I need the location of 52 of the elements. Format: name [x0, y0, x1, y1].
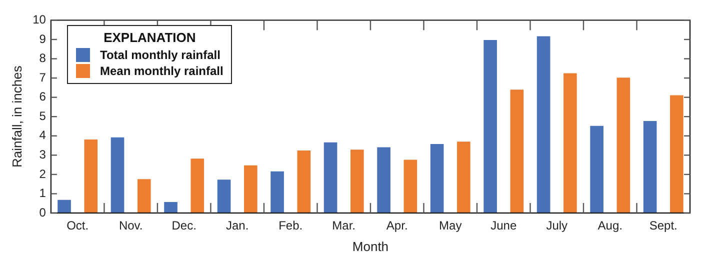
y-tick-label: 2: [39, 166, 46, 181]
x-axis-title: Month: [352, 238, 389, 254]
x-tick-label: Feb.: [278, 218, 303, 233]
bar: [244, 165, 258, 213]
x-tick-label: Mar.: [332, 218, 356, 233]
y-tick-label: 9: [39, 32, 46, 46]
x-tick-label: Nov.: [118, 218, 143, 233]
bar: [643, 121, 657, 213]
bar: [510, 90, 524, 213]
bar: [297, 150, 311, 213]
y-tick-label: 1: [39, 186, 46, 200]
bar: [564, 73, 577, 213]
legend-label: Mean monthly rainfall: [100, 64, 224, 78]
bar: [484, 40, 497, 213]
x-tick-label: July: [546, 218, 568, 233]
legend-label: Total monthly rainfall: [100, 48, 220, 62]
x-tick-label: Sept.: [649, 218, 678, 233]
bar: [670, 95, 684, 213]
bar: [84, 140, 98, 213]
y-tick-label: 3: [39, 147, 46, 162]
x-tick-label: June: [490, 218, 517, 233]
bar: [164, 202, 178, 213]
y-tick-label: 0: [39, 205, 46, 220]
bar: [217, 180, 231, 213]
x-tick-label: Dec.: [172, 218, 196, 233]
bar: [58, 200, 71, 213]
x-tick-label: Aug.: [598, 218, 622, 233]
y-axis-title: Rainfall, in inches: [9, 65, 24, 168]
bar: [324, 142, 338, 213]
x-tick-label: Apr.: [386, 218, 408, 233]
bar: [110, 137, 124, 213]
bar: [457, 142, 470, 213]
bar: [350, 150, 364, 213]
bar: [536, 36, 550, 213]
y-tick-label: 7: [39, 70, 46, 84]
x-tick-label: May: [439, 218, 462, 233]
x-tick-label: Jan.: [226, 218, 249, 233]
bar: [616, 78, 630, 213]
bar: [270, 171, 284, 213]
bar: [430, 144, 444, 213]
y-tick-label: 4: [39, 128, 46, 142]
bar: [590, 126, 604, 213]
bar: [137, 179, 151, 213]
bar: [404, 160, 418, 213]
y-tick-label: 6: [39, 90, 46, 104]
y-tick-label: 8: [39, 51, 46, 66]
bar: [377, 147, 390, 213]
y-tick-label: 10: [32, 12, 46, 27]
bar: [190, 158, 204, 213]
x-tick-label: Oct.: [66, 218, 89, 233]
y-tick-label: 5: [39, 108, 46, 123]
legend-title: EXPLANATION: [102, 30, 197, 45]
